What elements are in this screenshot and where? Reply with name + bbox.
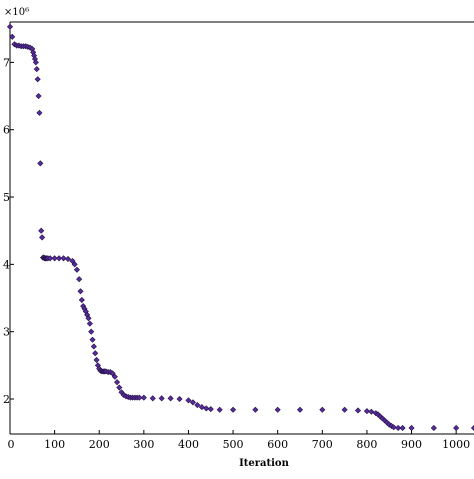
data-point — [354, 407, 362, 414]
data-point — [430, 424, 437, 431]
x-tick-label: 600 — [267, 438, 288, 451]
x-tick-label: 800 — [356, 438, 377, 451]
data-point — [33, 66, 40, 73]
data-point — [296, 406, 304, 413]
data-point — [77, 288, 84, 295]
data-point — [9, 33, 16, 40]
data-point — [363, 408, 370, 415]
y-tick-label: 5 — [3, 191, 10, 204]
x-tick-label: 0 — [8, 438, 15, 451]
data-point — [470, 424, 474, 431]
x-tick-label: 700 — [312, 438, 333, 451]
data-point — [319, 406, 326, 413]
data-point — [78, 297, 85, 304]
points-layer — [6, 23, 474, 431]
data-point — [32, 59, 39, 66]
data-point — [176, 395, 183, 403]
data-point — [93, 356, 100, 363]
ticks-layer: 0 100 200 300 400 500 600 700 800 900 1000 2 3 4 5 6 7 — [3, 56, 470, 451]
data-point — [6, 23, 14, 30]
data-point — [90, 343, 97, 350]
data-point — [216, 406, 223, 413]
data-point — [149, 395, 156, 402]
y-tick-label: 2 — [3, 393, 10, 406]
data-point — [167, 395, 174, 402]
data-point — [158, 395, 165, 402]
data-point — [341, 406, 348, 413]
x-tick-label: 200 — [89, 438, 110, 451]
data-point — [390, 424, 397, 431]
data-point — [230, 406, 237, 413]
data-point — [395, 424, 402, 431]
data-point — [185, 397, 192, 404]
data-point — [140, 394, 147, 401]
data-point — [89, 336, 96, 343]
data-point — [64, 255, 72, 262]
y-tick-label: 7 — [3, 56, 10, 69]
data-point — [274, 406, 281, 413]
y-scale-label: ×10⁶ — [4, 7, 29, 18]
data-point — [37, 160, 44, 167]
data-point — [36, 109, 43, 116]
data-point — [368, 408, 375, 415]
data-point — [34, 76, 41, 83]
data-point — [207, 406, 214, 413]
plot-frame — [9, 21, 474, 435]
x-tick-label: 500 — [223, 438, 244, 451]
data-point — [86, 320, 93, 327]
data-point — [116, 384, 123, 391]
data-point — [76, 276, 83, 283]
data-point — [111, 373, 118, 380]
y-tick-label: 6 — [3, 124, 10, 137]
data-point — [39, 234, 46, 241]
x-tick-label: 1000 — [442, 438, 470, 451]
data-point — [56, 255, 63, 262]
data-point — [71, 261, 78, 268]
data-point — [92, 350, 99, 357]
data-point — [51, 255, 58, 262]
y-tick-label: 3 — [3, 326, 10, 339]
data-point — [47, 255, 54, 262]
data-point — [408, 424, 415, 431]
data-point — [136, 394, 143, 401]
data-point — [85, 315, 92, 322]
data-point — [38, 227, 45, 234]
x-tick-label: 100 — [44, 438, 65, 451]
data-point — [35, 93, 42, 100]
x-tick-label: 300 — [133, 438, 154, 451]
data-point — [399, 424, 406, 431]
y-tick-label: 4 — [3, 258, 10, 271]
x-axis-label: Iteration — [239, 458, 289, 469]
data-point — [203, 405, 210, 412]
data-point — [194, 402, 201, 409]
x-tick-label: 400 — [178, 438, 199, 451]
data-point — [88, 328, 95, 335]
data-point — [73, 266, 80, 273]
x-tick-label: 900 — [401, 438, 422, 451]
data-point — [453, 424, 460, 431]
data-point — [114, 379, 121, 386]
data-point — [198, 404, 205, 411]
data-point — [252, 406, 259, 413]
data-point — [60, 255, 67, 262]
data-point — [189, 399, 196, 406]
